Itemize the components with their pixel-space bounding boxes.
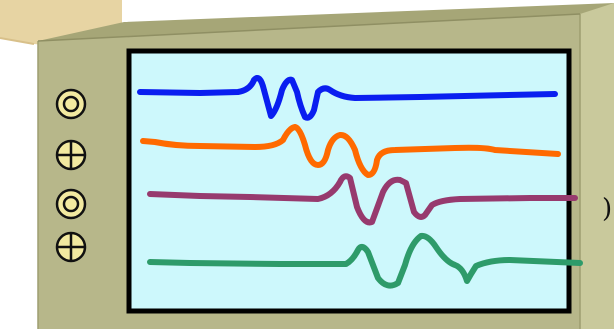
seismic-traces [137, 75, 583, 289]
dial-knob-icon [55, 88, 87, 120]
crosshair-knob-icon [55, 139, 87, 171]
backdrop-edge [0, 37, 35, 45]
trace-orange [140, 124, 561, 178]
trace-blue [137, 75, 558, 121]
crosshair-knob-icon [55, 231, 87, 263]
cabinet-side-face [580, 3, 614, 329]
dial-knob-icon [55, 188, 87, 220]
trace-green [147, 232, 583, 289]
trace-purple [147, 173, 578, 226]
control-knobs [55, 88, 87, 263]
cut-off-parenthesis: ) [602, 194, 613, 224]
cabinet-edge-top [37, 13, 581, 42]
cabinet-top-face [38, 3, 614, 41]
